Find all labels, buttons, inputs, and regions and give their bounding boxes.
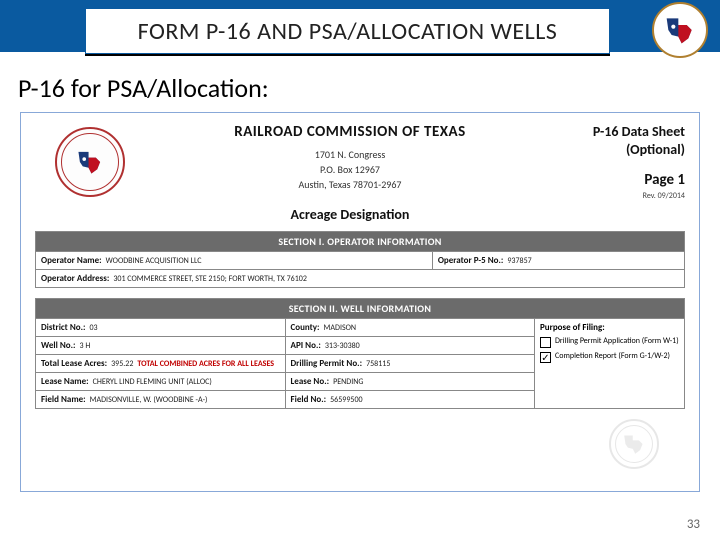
- title-underline: [85, 54, 610, 56]
- api-value: 313-30380: [325, 341, 360, 351]
- lease-name-value: CHERYL LIND FLEMING UNIT (ALLOC): [93, 377, 212, 387]
- field-row: Field Name: MADISONVILLE, W. (WOODBINE -…: [35, 391, 535, 409]
- operator-address-value: 301 COMMERCE STREET, STE 2150; FORT WORT…: [113, 274, 307, 284]
- optional-label: (Optional): [555, 141, 685, 159]
- address-line-2: P.O. Box 12967: [145, 162, 555, 177]
- field-no-label: Field No.:: [291, 394, 327, 405]
- p5-value: 937857: [507, 256, 531, 266]
- field-name-value: MADISONVILLE, W. (WOODBINE -A-): [90, 395, 208, 405]
- completion-checkbox[interactable]: ✓: [540, 352, 551, 363]
- form-logo-column: [35, 123, 145, 197]
- operator-name-value: WOODBINE ACQUISITION LLC: [106, 256, 202, 266]
- drilling-label: Drilling Permit Application (Form W-1): [555, 337, 679, 347]
- field-name-label: Field Name:: [41, 394, 86, 405]
- well-row: Well No.: 3 H API No.: 313-30380: [35, 337, 535, 355]
- purpose-column: Purpose of Filing: Drilling Permit Appli…: [535, 319, 685, 409]
- county-label: County:: [291, 322, 320, 333]
- slide-title: FORM P-16 AND PSA/ALLOCATION WELLS: [138, 17, 558, 46]
- page-number: 33: [687, 517, 700, 532]
- page-label: Page 1: [555, 171, 685, 189]
- permit-value: 758115: [366, 359, 390, 369]
- agency-name: RAILROAD COMMISSION OF TEXAS: [145, 123, 555, 141]
- address-line-1: 1701 N. Congress: [145, 147, 555, 162]
- slide-subtitle: P-16 for PSA/Allocation:: [0, 58, 720, 110]
- texas-shape-icon: [663, 15, 697, 45]
- well-value: 3 H: [79, 341, 90, 351]
- texas-seal-icon: [652, 2, 708, 58]
- form-p16-container: RAILROAD COMMISSION OF TEXAS 1701 N. Con…: [20, 112, 700, 492]
- district-label: District No.:: [41, 322, 85, 333]
- title-box: FORM P-16 AND PSA/ALLOCATION WELLS: [85, 8, 610, 54]
- form-center-column: RAILROAD COMMISSION OF TEXAS 1701 N. Con…: [145, 123, 555, 223]
- operator-name-row: Operator Name: WOODBINE ACQUISITION LLC …: [35, 252, 685, 270]
- lease-name-label: Lease Name:: [41, 376, 89, 387]
- acreage-heading: Acreage Designation: [145, 206, 555, 223]
- rrc-seal-icon: [55, 127, 125, 197]
- acres-value: 395.22: [111, 359, 133, 369]
- county-value: MADISON: [324, 323, 357, 333]
- district-value: 03: [89, 323, 97, 333]
- lease-row: Lease Name: CHERYL LIND FLEMING UNIT (AL…: [35, 373, 535, 391]
- acres-note: TOTAL COMBINED ACRES FOR ALL LEASES: [137, 359, 274, 369]
- permit-label: Drilling Permit No.:: [291, 358, 363, 369]
- lease-no-value: PENDING: [333, 377, 363, 387]
- purpose-drilling-row: Drilling Permit Application (Form W-1): [540, 337, 679, 348]
- operator-address-row: Operator Address: 301 COMMERCE STREET, S…: [35, 270, 685, 288]
- acres-row: Total Lease Acres: 395.22 TOTAL COMBINED…: [35, 355, 535, 373]
- section2-header: SECTION II. WELL INFORMATION: [35, 298, 685, 319]
- lease-no-label: Lease No.:: [291, 376, 330, 387]
- watermark-seal-icon: [609, 419, 659, 469]
- slide-header: FORM P-16 AND PSA/ALLOCATION WELLS: [0, 0, 720, 58]
- district-row: District No.: 03 County: MADISON: [35, 319, 535, 337]
- field-no-value: 56599500: [330, 395, 362, 405]
- address-line-3: Austin, Texas 78701-2967: [145, 177, 555, 192]
- form-header: RAILROAD COMMISSION OF TEXAS 1701 N. Con…: [35, 123, 685, 223]
- p5-label: Operator P-5 No.:: [438, 255, 504, 266]
- form-right-column: P-16 Data Sheet (Optional) Page 1 Rev. 0…: [555, 123, 685, 201]
- acres-label: Total Lease Acres:: [41, 358, 107, 369]
- drilling-checkbox[interactable]: [540, 337, 551, 348]
- datasheet-label: P-16 Data Sheet: [555, 123, 685, 141]
- api-label: API No.:: [291, 340, 321, 351]
- section1-header: SECTION I. OPERATOR INFORMATION: [35, 231, 685, 252]
- revision-label: Rev. 09/2014: [555, 191, 685, 201]
- well-label: Well No.:: [41, 340, 75, 351]
- texas-mini-icon: [75, 149, 105, 175]
- operator-address-label: Operator Address:: [41, 273, 109, 284]
- purpose-completion-row: ✓ Completion Report (Form G-1/W-2): [540, 352, 679, 363]
- operator-name-label: Operator Name:: [41, 255, 102, 266]
- purpose-title: Purpose of Filing:: [540, 322, 679, 333]
- completion-label: Completion Report (Form G-1/W-2): [555, 352, 670, 362]
